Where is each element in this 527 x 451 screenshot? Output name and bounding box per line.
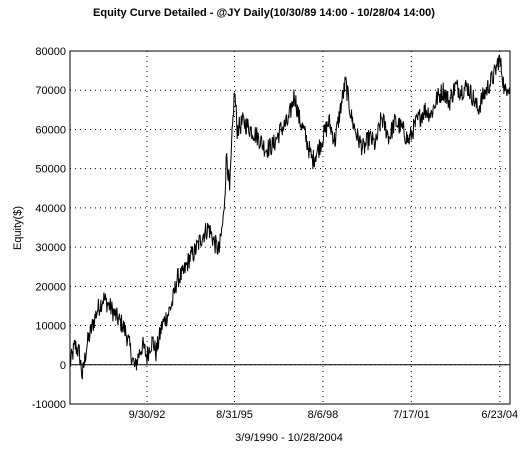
y-tick-label: 60000 bbox=[35, 124, 66, 136]
y-tick-label: 40000 bbox=[35, 203, 66, 215]
series-layer bbox=[69, 54, 511, 380]
y-tick-label: 80000 bbox=[35, 46, 66, 58]
x-tick-label: 9/30/92 bbox=[129, 409, 166, 421]
y-tick-label: 70000 bbox=[35, 85, 66, 97]
equity-series-line bbox=[69, 54, 511, 380]
y-tick-label: -10000 bbox=[32, 399, 66, 411]
y-tick-label: 20000 bbox=[35, 281, 66, 293]
plot-frame bbox=[69, 50, 511, 405]
x-tick-label: 8/6/98 bbox=[308, 409, 339, 421]
chart-title: Equity Curve Detailed - @JY Daily(10/30/… bbox=[93, 7, 435, 19]
y-tick-label: 50000 bbox=[35, 164, 66, 176]
y-tick-label: 10000 bbox=[35, 321, 66, 333]
y-tick-labels: 80000 70000 60000 50000 40000 30000 20000 10000… bbox=[32, 46, 66, 411]
x-tick-labels: 9/30/92 8/31/95 8/6/98 7/17/01 6/23/04 bbox=[129, 409, 518, 421]
x-tick-label: 8/31/95 bbox=[216, 409, 253, 421]
y-tick-label: 30000 bbox=[35, 242, 66, 254]
y-tick-label: 0 bbox=[60, 360, 66, 372]
x-tick-label: 7/17/01 bbox=[393, 409, 430, 421]
y-axis-label: Equity($) bbox=[12, 206, 24, 250]
x-tick-label: 6/23/04 bbox=[481, 409, 518, 421]
x-axis-label: 3/9/1990 - 10/28/2004 bbox=[235, 432, 343, 444]
